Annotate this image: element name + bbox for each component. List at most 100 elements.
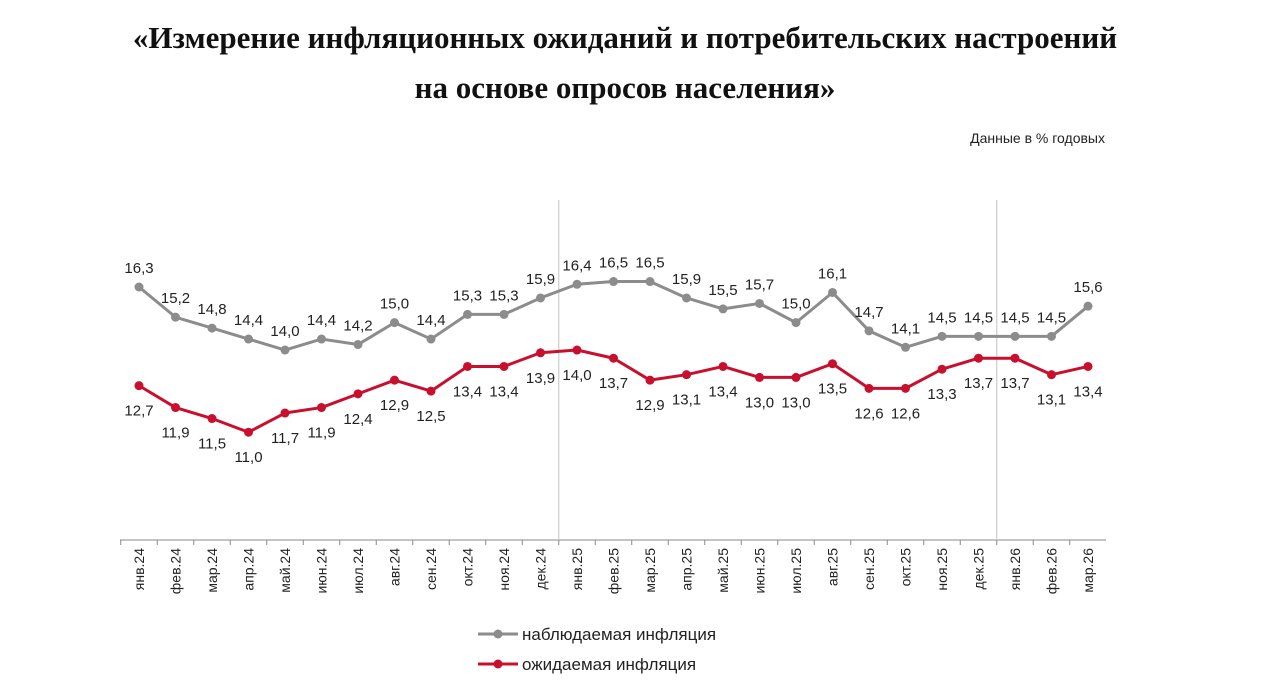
data-point bbox=[317, 403, 326, 413]
data-label: 13,0 bbox=[781, 394, 810, 411]
x-tick-label: июл.25 bbox=[788, 548, 804, 594]
data-point bbox=[864, 326, 874, 336]
data-point bbox=[974, 353, 983, 363]
data-point bbox=[390, 375, 399, 385]
data-label: 16,3 bbox=[124, 260, 153, 277]
data-label: 13,4 bbox=[453, 383, 482, 400]
data-label: 12,5 bbox=[416, 408, 445, 425]
data-label: 13,7 bbox=[599, 375, 628, 392]
data-point bbox=[609, 277, 618, 287]
x-tick-label: авг.25 bbox=[825, 548, 841, 586]
data-point bbox=[536, 348, 545, 358]
data-label: 15,9 bbox=[526, 271, 555, 288]
data-point bbox=[280, 408, 290, 418]
x-tick-label: июл.24 bbox=[350, 548, 366, 594]
data-point bbox=[134, 282, 144, 292]
data-point bbox=[572, 279, 582, 289]
data-label: 13,9 bbox=[526, 370, 555, 387]
x-tick-label: янв.24 bbox=[131, 548, 147, 590]
data-point bbox=[390, 318, 399, 328]
x-tick-label: окт.25 bbox=[898, 548, 914, 587]
data-point bbox=[1047, 331, 1056, 341]
x-tick-label: ноя.25 bbox=[934, 548, 950, 591]
data-label: 13,4 bbox=[489, 383, 518, 400]
data-label: 16,1 bbox=[818, 265, 847, 282]
data-label: 11,9 bbox=[307, 425, 335, 442]
data-label: 16,4 bbox=[562, 257, 591, 274]
x-tick-label: фев.24 bbox=[168, 548, 184, 594]
data-point bbox=[974, 331, 983, 341]
x-tick-label: мар.26 bbox=[1080, 548, 1096, 593]
data-point bbox=[353, 389, 363, 399]
x-tick-label: мар.24 bbox=[204, 548, 220, 593]
data-label: 14,4 bbox=[307, 312, 336, 329]
data-label: 15,0 bbox=[781, 296, 810, 313]
x-tick-label: ноя.24 bbox=[496, 548, 512, 591]
x-tick-label: авг.24 bbox=[387, 548, 403, 586]
data-point bbox=[171, 403, 180, 413]
data-point bbox=[244, 427, 253, 437]
data-label: 14,0 bbox=[562, 367, 591, 384]
x-tick-label: фев.25 bbox=[606, 548, 622, 594]
data-label: 12,7 bbox=[124, 403, 153, 420]
x-tick-label: янв.26 bbox=[1007, 548, 1023, 590]
data-point bbox=[828, 287, 837, 297]
data-label: 12,9 bbox=[635, 397, 664, 414]
data-point bbox=[463, 361, 472, 371]
data-label: 15,2 bbox=[161, 290, 190, 307]
data-point bbox=[207, 323, 217, 333]
chart-title-line2: на основе опросов населения» bbox=[414, 70, 836, 105]
x-tick-label: апр.24 bbox=[241, 548, 257, 591]
data-point bbox=[1083, 301, 1093, 311]
data-point bbox=[937, 364, 947, 374]
data-label: 12,9 bbox=[380, 397, 409, 414]
data-point bbox=[536, 293, 545, 303]
data-point bbox=[499, 309, 509, 319]
data-point bbox=[755, 372, 764, 382]
x-tick-label: янв.25 bbox=[569, 548, 585, 590]
data-point bbox=[828, 359, 837, 369]
data-point bbox=[864, 383, 874, 393]
x-tick-label: сен.25 bbox=[861, 548, 877, 590]
data-point bbox=[645, 277, 655, 287]
data-label: 13,1 bbox=[1037, 392, 1066, 409]
data-point bbox=[207, 414, 217, 424]
data-label: 15,0 bbox=[380, 296, 409, 313]
data-label: 13,5 bbox=[818, 381, 847, 398]
data-point bbox=[645, 375, 655, 385]
data-label: 13,7 bbox=[964, 375, 993, 392]
data-point bbox=[317, 334, 326, 344]
data-label: 14,5 bbox=[964, 309, 993, 326]
data-point bbox=[718, 304, 728, 314]
data-label: 15,5 bbox=[708, 282, 737, 299]
data-label: 13,3 bbox=[927, 386, 956, 403]
data-label: 15,3 bbox=[489, 287, 518, 304]
data-point bbox=[244, 334, 253, 344]
data-label: 14,5 bbox=[927, 309, 956, 326]
data-point bbox=[426, 334, 436, 344]
data-label: 14,7 bbox=[854, 304, 883, 321]
legend-label: ожидаемая инфляция bbox=[522, 655, 696, 674]
x-tick-label: фев.26 bbox=[1044, 548, 1060, 594]
data-point bbox=[1047, 370, 1056, 380]
data-point bbox=[682, 293, 691, 303]
data-point bbox=[1083, 361, 1093, 371]
data-label: 14,5 bbox=[1037, 309, 1066, 326]
data-label: 13,0 bbox=[745, 394, 774, 411]
data-point bbox=[791, 318, 801, 328]
data-label: 13,4 bbox=[1073, 383, 1102, 400]
legend-label: наблюдаемая инфляция bbox=[522, 625, 716, 644]
x-tick-label: апр.25 bbox=[679, 548, 695, 591]
data-label: 13,1 bbox=[672, 392, 701, 409]
x-tick-label: май.24 bbox=[277, 548, 293, 593]
data-label: 15,3 bbox=[453, 287, 482, 304]
data-point bbox=[426, 386, 436, 396]
data-label: 12,4 bbox=[343, 411, 372, 428]
x-tick-label: июн.25 bbox=[752, 548, 768, 594]
data-label: 11,5 bbox=[198, 436, 226, 453]
legend-marker bbox=[493, 659, 503, 669]
data-point bbox=[572, 345, 582, 355]
data-point bbox=[353, 340, 363, 350]
data-label: 11,9 bbox=[161, 425, 189, 442]
